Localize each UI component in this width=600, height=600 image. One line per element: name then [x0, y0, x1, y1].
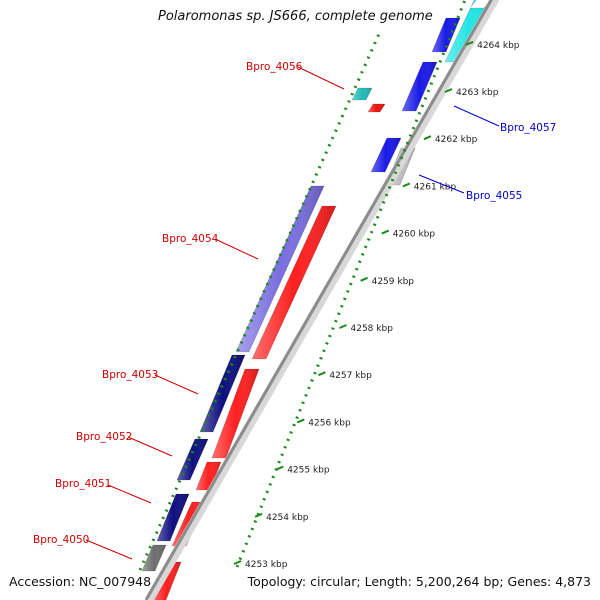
callout-leader — [297, 66, 345, 90]
ruler-outer — [138, 33, 381, 571]
backbone-shadow — [145, 0, 500, 600]
tick-mark — [360, 276, 368, 282]
gene-label-bpro-4054[interactable]: Bpro_4054 — [162, 233, 219, 245]
gene-block-red-4054 — [251, 198, 337, 360]
gene-label-bpro-4056[interactable]: Bpro_4056 — [246, 61, 303, 73]
gene-block-grey — [141, 544, 167, 572]
callout-leader — [107, 484, 152, 504]
tick-label: 4260 kbp — [393, 230, 436, 240]
tick-label: 4264 kbp — [477, 41, 520, 51]
backbone-layer — [144, 0, 500, 600]
gene-block-red-4052 — [195, 455, 222, 491]
ruler-layer: 4253 kbp 4254 kbp 4255 kbp 4256 kbp 4257 kbp… — [138, 0, 520, 571]
tick-mark — [318, 371, 326, 377]
gene-label-bpro-4055[interactable]: Bpro_4055 — [466, 190, 522, 202]
topology-label: Topology: circular; Length: 5,200,264 bp… — [247, 574, 591, 589]
gene-block-blue-4055 — [370, 137, 402, 173]
tick-mark — [381, 229, 390, 235]
tick-label: 4257 kbp — [329, 371, 372, 381]
tick-mark — [402, 182, 411, 188]
tick-mark — [254, 512, 263, 518]
tick-label: 4261 kbp — [414, 182, 457, 192]
map-title: Polaromonas sp. JS666, complete genome — [158, 9, 433, 24]
gene-block-red-4053 — [211, 362, 260, 459]
callout-leader — [127, 436, 173, 457]
callout-leader — [154, 374, 199, 395]
gene-block-red-small — [367, 103, 386, 113]
callout-leader — [85, 539, 133, 560]
gene-block-white-top — [469, 0, 491, 9]
callout-leader — [453, 105, 500, 127]
tick-label: 4258 kbp — [351, 324, 394, 334]
callout-leader — [418, 174, 465, 194]
tick-label: 4255 kbp — [287, 466, 330, 476]
tick-mark — [465, 40, 474, 46]
gene-block-navy-4052 — [176, 438, 209, 481]
gene-block-navy-4053 — [199, 354, 246, 433]
callout-layer: Bpro_4050 Bpro_4051 Bpro_4052 Bpro_4053 Bpro… — [33, 61, 556, 560]
gene-block-blue-4057 — [401, 61, 438, 112]
gene-block-blue-top — [431, 17, 461, 53]
tick-mark — [233, 560, 242, 565]
tick-mark — [423, 135, 432, 141]
tick-mark — [339, 324, 347, 329]
tick-label: 4259 kbp — [372, 277, 415, 287]
backbone-line — [144, 0, 493, 600]
gene-label-bpro-4053[interactable]: Bpro_4053 — [102, 369, 158, 381]
tick-label: 4253 kbp — [245, 560, 288, 570]
callout-leader — [214, 238, 259, 260]
tick-label: 4262 kbp — [435, 135, 478, 145]
accession-label: Accession: NC_007948 — [9, 574, 152, 589]
tick-mark — [275, 465, 284, 471]
gene-block-navy-4051 — [156, 493, 190, 542]
tick-mark — [296, 418, 305, 424]
gene-label-bpro-4057[interactable]: Bpro_4057 — [500, 122, 556, 134]
feature-layer — [141, 0, 491, 600]
tick-label: 4254 kbp — [266, 513, 309, 523]
tick-label: 4263 kbp — [456, 88, 499, 98]
gene-block-cyan-4056 — [351, 87, 373, 101]
gene-label-bpro-4052[interactable]: Bpro_4052 — [76, 431, 132, 443]
gene-label-bpro-4050[interactable]: Bpro_4050 — [33, 534, 89, 546]
gene-label-bpro-4051[interactable]: Bpro_4051 — [55, 478, 111, 490]
gene-block-purple-4054 — [235, 185, 325, 353]
tick-mark — [444, 88, 453, 93]
tick-label: 4256 kbp — [308, 418, 351, 428]
